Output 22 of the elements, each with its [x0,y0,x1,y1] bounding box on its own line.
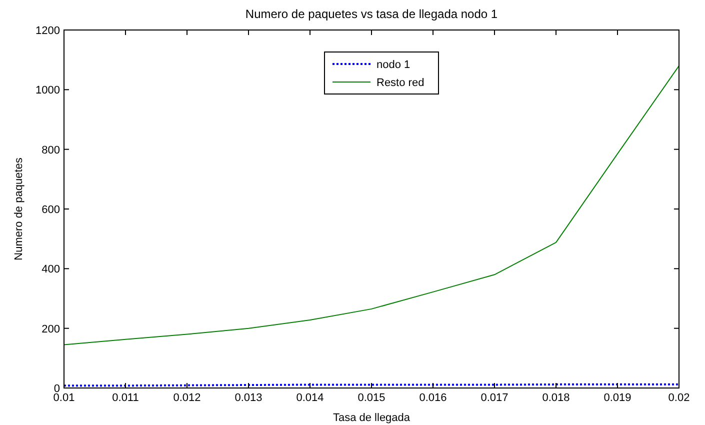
x-tick-label: 0.014 [296,392,324,404]
y-tick-label: 1200 [36,25,60,37]
x-tick-label: 0.018 [542,392,570,404]
x-tick-label: 0.011 [112,392,139,404]
y-tick-label: 200 [42,323,60,336]
x-tick-label: 0.017 [480,392,508,404]
x-tick-label: 0.015 [358,392,386,404]
y-axis-title: Numero de paquetes [13,157,25,260]
x-tick-label: 0.01 [53,392,75,404]
x-tick-label: 0.016 [419,392,447,404]
legend-label: nodo 1 [376,59,410,71]
x-tick-label: 0.02 [668,392,690,404]
y-tick-label: 800 [42,144,60,156]
chart-title: Numero de paquetes vs tasa de llegada nodo 1 [245,7,498,21]
x-tick-label: 0.019 [604,392,632,404]
x-tick-label: 0.012 [173,392,201,404]
y-tick-label: 400 [42,264,60,276]
legend-label: Resto red [376,77,424,89]
x-tick-label: 0.013 [234,392,262,404]
y-tick-label: 600 [42,204,60,216]
y-tick-label: 1000 [36,84,60,97]
x-axis-title: Tasa de llegada [332,412,411,424]
